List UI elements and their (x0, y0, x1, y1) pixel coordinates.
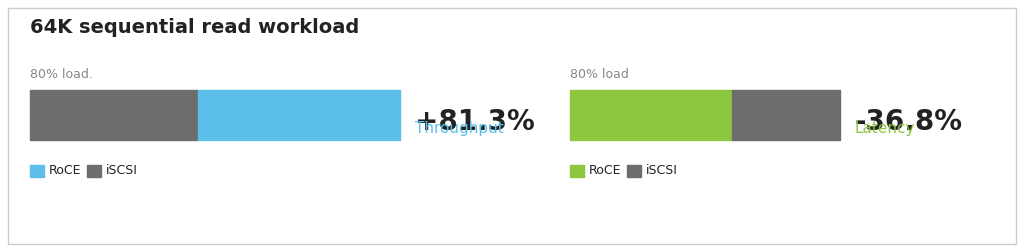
Bar (570, 165, 584, 177)
Bar (199, 90, 400, 140)
Text: Throughput: Throughput (415, 121, 504, 136)
Text: RoCE: RoCE (49, 165, 82, 177)
Text: 80% load: 80% load (570, 68, 629, 81)
Text: iSCSI: iSCSI (106, 165, 138, 177)
Text: 80% load.: 80% load. (30, 68, 93, 81)
Text: Latency: Latency (855, 121, 915, 136)
Bar (732, 90, 840, 140)
Text: iSCSI: iSCSI (646, 165, 678, 177)
Text: +81.3%: +81.3% (415, 108, 535, 136)
FancyBboxPatch shape (8, 8, 1016, 244)
Text: RoCE: RoCE (589, 165, 622, 177)
Bar (30, 165, 44, 177)
Bar (30, 90, 199, 140)
Bar (87, 165, 101, 177)
Bar (570, 90, 732, 140)
Bar (627, 165, 641, 177)
Text: 64K sequential read workload: 64K sequential read workload (30, 18, 359, 37)
Text: -36.8%: -36.8% (855, 108, 963, 136)
